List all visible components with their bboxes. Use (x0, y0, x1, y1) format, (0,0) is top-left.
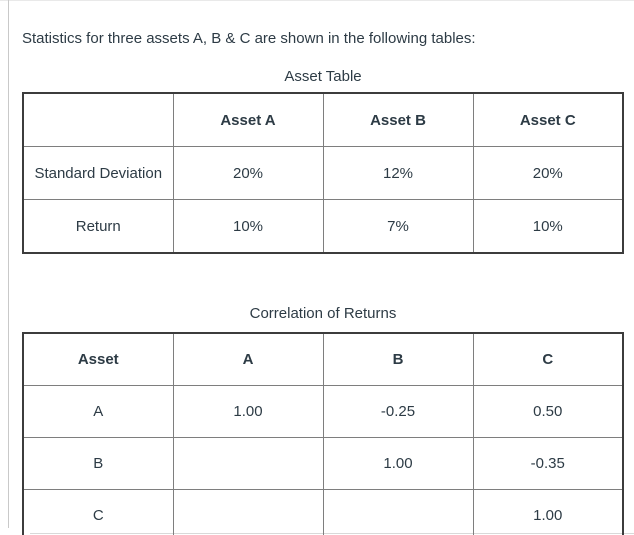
table-cell: 0.50 (472, 385, 624, 438)
table-cell: 12% (322, 146, 474, 200)
table-cell (172, 489, 324, 535)
question-content: Statistics for three assets A, B & C are… (22, 0, 624, 535)
table-row-a: A 1.00 -0.25 0.50 (22, 385, 624, 438)
correlation-table-header-row: Asset A B C (22, 332, 624, 386)
table-cell (322, 489, 474, 535)
table-row-return: Return 10% 7% 10% (22, 199, 624, 254)
question-text: Statistics for three assets A, B & C are… (22, 30, 476, 47)
asset-table: Asset A Asset B Asset C Standard Deviati… (22, 92, 624, 254)
row-label: A (22, 385, 174, 438)
table-cell: 1.00 (472, 489, 624, 535)
container-top-border (0, 0, 634, 1)
table-row-standard-deviation: Standard Deviation 20% 12% 20% (22, 146, 624, 200)
header-cell-c: C (472, 332, 624, 386)
table-cell: 10% (472, 199, 624, 254)
table-row-b: B 1.00 -0.35 (22, 437, 624, 490)
table-cell: -0.25 (322, 385, 474, 438)
row-label: B (22, 437, 174, 490)
row-label: Return (22, 199, 174, 254)
header-cell-blank (22, 92, 174, 147)
table-cell: 1.00 (172, 385, 324, 438)
header-cell-asset-b: Asset B (322, 92, 474, 147)
header-cell-asset-c: Asset C (472, 92, 624, 147)
header-cell-asset: Asset (22, 332, 174, 386)
container-left-border (8, 0, 9, 528)
table-cell (172, 437, 324, 490)
table-cell: 10% (172, 199, 324, 254)
row-label: C (22, 489, 174, 535)
table-cell: 20% (172, 146, 324, 200)
table-cell: 1.00 (322, 437, 474, 490)
row-label: Standard Deviation (22, 146, 174, 200)
correlation-table: Asset A B C A 1.00 -0.25 0.50 B 1.00 -0 (22, 332, 624, 535)
table-cell: -0.35 (472, 437, 624, 490)
asset-table-title: Asset Table (284, 68, 362, 85)
header-cell-asset-a: Asset A (172, 92, 324, 147)
header-cell-b: B (322, 332, 474, 386)
table-row-c: C 1.00 (22, 489, 624, 535)
header-cell-a: A (172, 332, 324, 386)
correlation-table-title: Correlation of Returns (249, 305, 397, 322)
asset-table-header-row: Asset A Asset B Asset C (22, 92, 624, 147)
table-cell: 7% (322, 199, 474, 254)
table-cell: 20% (472, 146, 624, 200)
